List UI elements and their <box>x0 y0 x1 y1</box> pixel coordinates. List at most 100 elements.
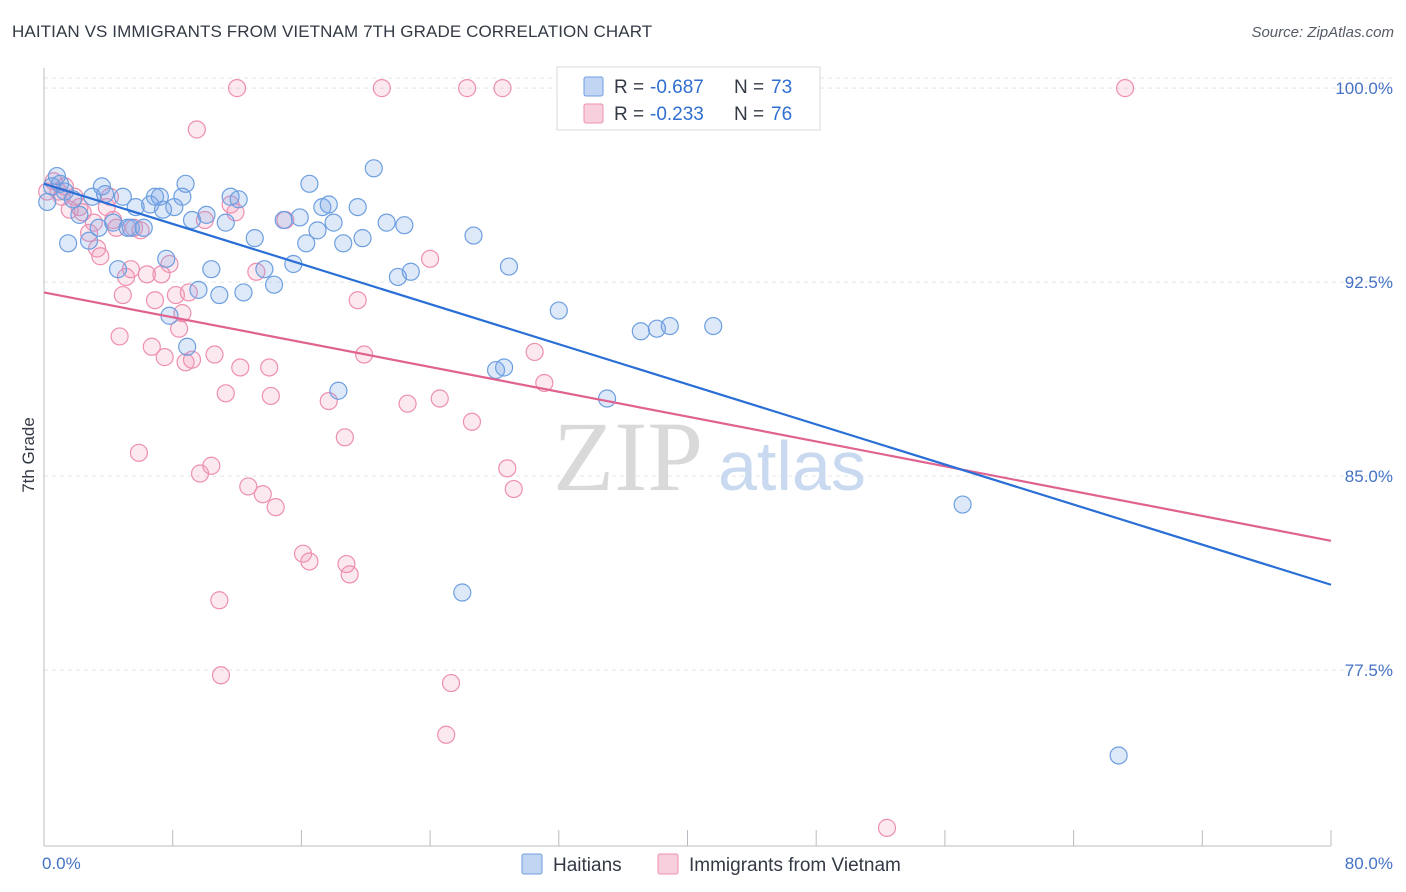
haitian-point-17 <box>121 218 140 237</box>
haitian-point-56 <box>377 213 396 232</box>
source-label: Source: ZipAtlas.com <box>1251 24 1394 41</box>
vietnam-point-58 <box>335 428 354 447</box>
vietnam-point-68 <box>441 673 461 693</box>
vietnam-point-60 <box>340 565 359 584</box>
vietnam-point-72 <box>498 459 517 478</box>
legend-haitians-label: Haitians <box>553 855 622 876</box>
axes <box>43 68 1332 847</box>
vietnam-point-17 <box>110 327 129 346</box>
vietnam-trend-line <box>43 291 1332 542</box>
vietnam-point-69 <box>458 79 477 98</box>
haitian-point-24 <box>157 249 176 268</box>
haitian-trend-line <box>43 182 1332 586</box>
vietnam-point-29 <box>160 254 179 274</box>
vietnam-point-31 <box>170 319 189 338</box>
haitian-point-45 <box>297 234 316 253</box>
haitian-point-37 <box>229 190 248 209</box>
haitian-point-31 <box>189 280 208 299</box>
vietnam-point-70 <box>462 412 482 431</box>
haitians-r-value: -0.687 <box>650 77 704 98</box>
vietnam-point-24 <box>137 265 157 284</box>
haitian-point-34 <box>210 285 229 305</box>
y-axis-label: 7th Grade <box>19 417 38 493</box>
y-tick-label-2: 92.5% <box>1345 273 1393 292</box>
vietnam-point-22 <box>129 443 149 462</box>
vietnam-point-53 <box>266 498 285 517</box>
vietnam-point-51 <box>260 358 279 377</box>
vietnam-point-59 <box>337 554 356 574</box>
haitian-point-60 <box>453 583 472 602</box>
haitian-point-54 <box>353 229 372 248</box>
haitian-point-49 <box>319 195 338 214</box>
haitian-point-40 <box>255 260 274 279</box>
haitian-point-67 <box>597 389 617 408</box>
haitian-point-61 <box>464 226 483 245</box>
haitian-point-64 <box>499 257 519 276</box>
haitian-point-63 <box>495 358 514 377</box>
haitian-point-23 <box>153 200 173 219</box>
haitian-point-51 <box>329 381 348 400</box>
vietnam-point-52 <box>261 386 280 406</box>
vietnam-point-25 <box>142 337 161 356</box>
watermark-zip: ZIP <box>553 401 703 512</box>
legend-vietnam-label: Immigrants from Vietnam <box>689 855 901 876</box>
vietnam-point-76 <box>877 818 897 837</box>
haitians-legend-swatch <box>583 76 604 97</box>
haitian-point-15 <box>113 187 132 206</box>
vietnam-point-46 <box>227 79 247 98</box>
vietnam-point-28 <box>155 348 174 367</box>
haitian-point-8 <box>79 231 99 250</box>
chart-title: HAITIAN VS IMMIGRANTS FROM VIETNAM 7TH G… <box>12 22 653 41</box>
vietnam-point-20 <box>121 260 140 279</box>
vietnam-point-67 <box>437 725 456 744</box>
series-legend: Haitians Immigrants from Vietnam <box>521 853 901 876</box>
vietnam-point-36 <box>187 120 206 139</box>
x-tick-label-max: 80.0% <box>1345 854 1393 873</box>
haitian-point-7 <box>70 205 89 224</box>
haitian-point-35 <box>216 213 235 232</box>
y-tick-label-0: 77.5% <box>1345 661 1393 680</box>
haitian-point-38 <box>234 283 253 302</box>
haitian-point-58 <box>395 216 414 235</box>
haitian-point-42 <box>274 210 293 230</box>
legend-haitians-swatch <box>521 853 543 875</box>
haitian-point-21 <box>145 187 165 206</box>
vietnam-point-73 <box>504 479 523 499</box>
haitians-r-label: R = <box>614 77 644 98</box>
y-tick-labels: 77.5% 85.0% 92.5% 100.0% <box>1335 79 1393 680</box>
vietnam-point-40 <box>205 345 224 364</box>
haitian-point-50 <box>324 213 343 232</box>
haitian-point-32 <box>197 205 216 224</box>
vietnam-point-47 <box>231 358 250 377</box>
vietnam-point-50 <box>253 485 272 504</box>
vietnam-point-26 <box>145 291 165 310</box>
vietnam-point-42 <box>211 666 231 685</box>
vietnam-point-56 <box>300 552 319 571</box>
haitian-point-33 <box>202 260 221 279</box>
vietnam-point-61 <box>348 291 367 310</box>
vietnam-point-8 <box>73 203 92 222</box>
vietnam-point-65 <box>421 249 440 268</box>
haitian-point-52 <box>334 234 353 253</box>
vietnam-legend-swatch <box>583 103 604 124</box>
x-tick-label-min: 0.0% <box>42 854 81 873</box>
y-tick-label-1: 85.0% <box>1345 467 1393 486</box>
haitian-point-65 <box>549 301 568 320</box>
vietnam-point-64 <box>398 394 417 413</box>
haitian-point-55 <box>364 159 383 178</box>
vietnam-n-value: 76 <box>771 104 792 125</box>
vietnam-point-77 <box>1115 79 1135 98</box>
haitian-point-5 <box>59 234 78 253</box>
haitian-point-72 <box>953 495 972 514</box>
legend-vietnam-swatch <box>657 853 679 875</box>
vietnam-point-74 <box>525 342 544 362</box>
haitians-n-label: N = <box>734 77 764 98</box>
haitian-point-68 <box>631 322 650 341</box>
vietnam-point-66 <box>430 389 449 408</box>
vietnam-point-18 <box>113 285 132 305</box>
haitian-point-39 <box>245 229 264 248</box>
haitian-point-44 <box>290 208 309 227</box>
haitian-point-59 <box>401 262 420 281</box>
vietnam-point-48 <box>239 477 258 496</box>
